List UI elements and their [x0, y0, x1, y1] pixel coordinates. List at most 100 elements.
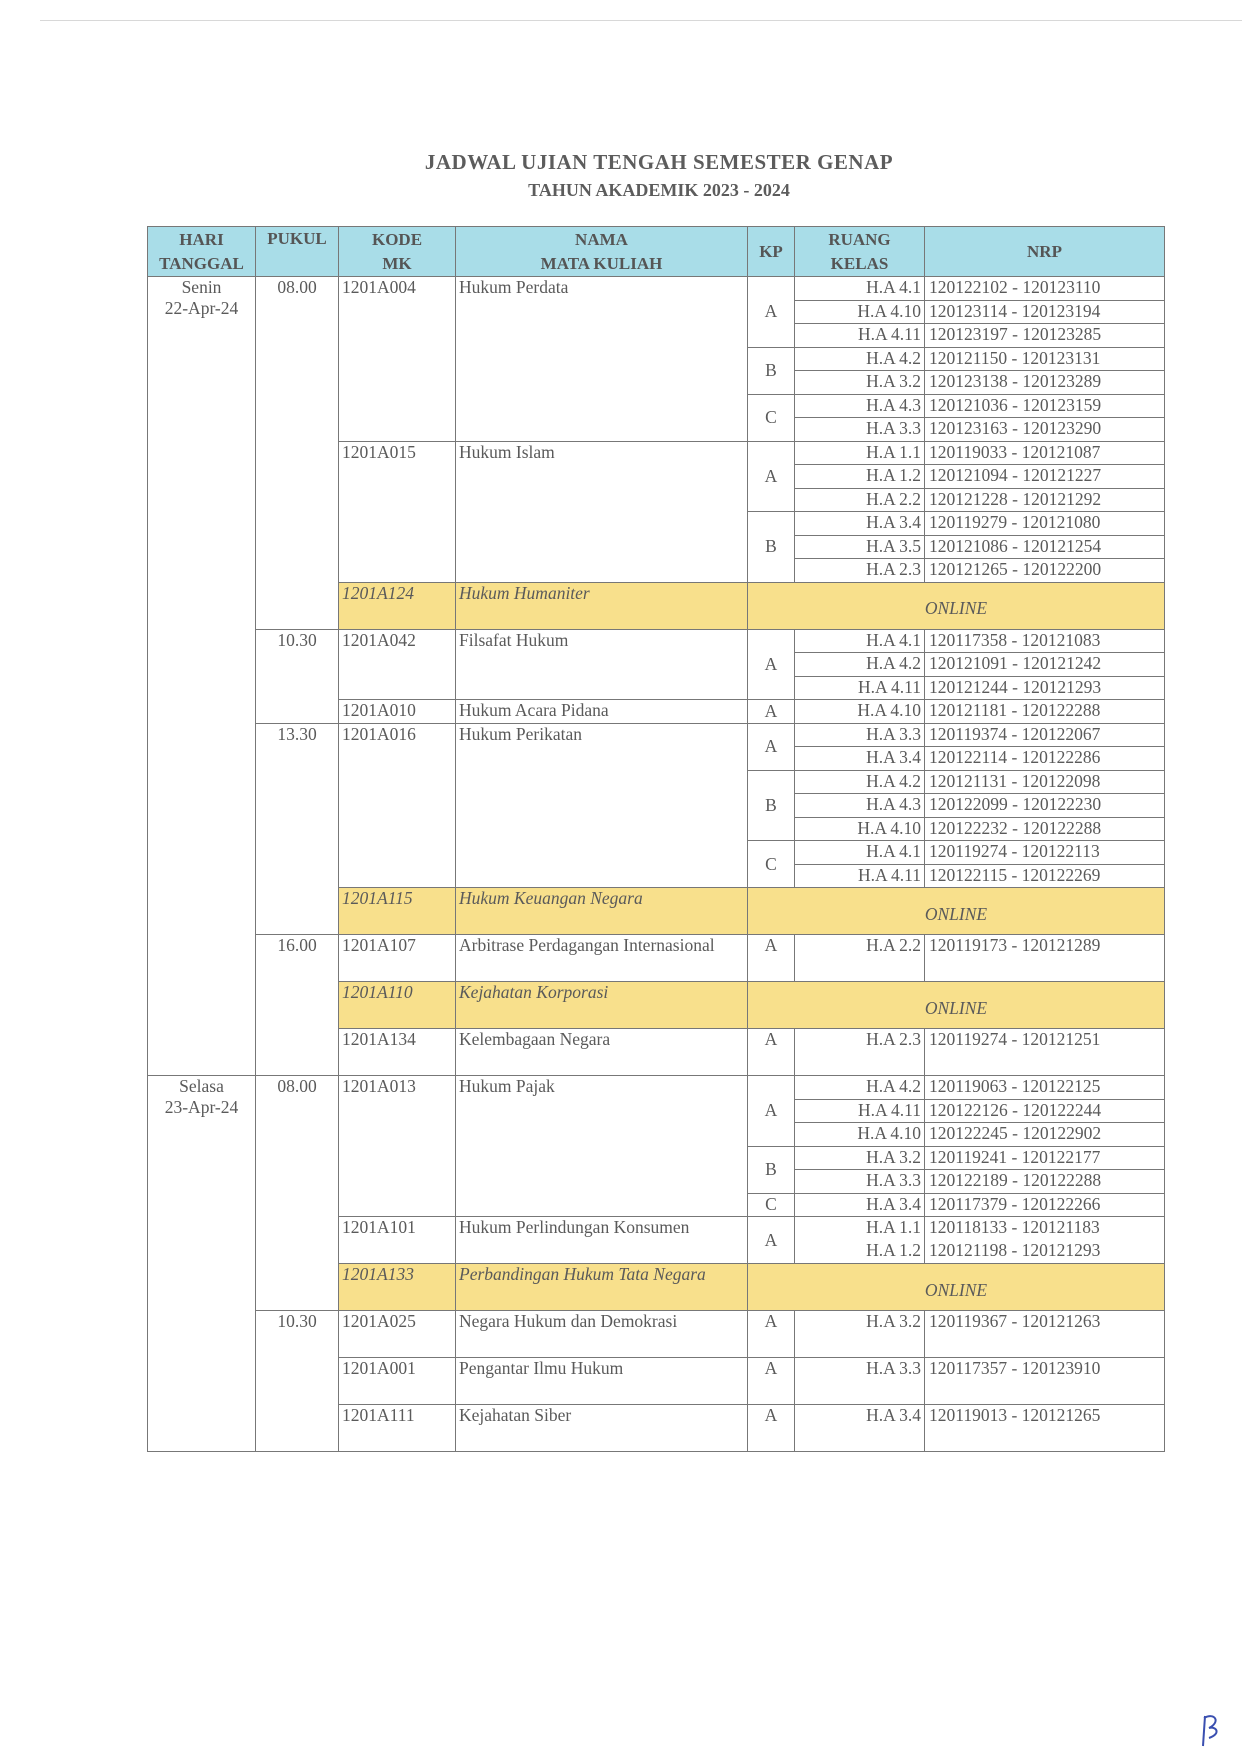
kp-cell: A — [747, 1028, 795, 1076]
nrp-range-cell: 120121131 - 120122098 — [924, 769, 1165, 794]
nrp-range-cell: 120119367 - 120121263 — [924, 1310, 1165, 1358]
pukul-cell: 10.30 — [255, 628, 339, 724]
nama-mata-kuliah-cell: Hukum Pajak — [455, 1075, 748, 1217]
ruang-kelas-cell: H.A 4.1 — [794, 840, 925, 865]
ruang-kelas-cell: H.A 4.11 — [794, 1098, 925, 1123]
header-kode: KODE — [371, 229, 423, 249]
table-row: B H.A 3.2 120119241 - 120122177 — [148, 1145, 1165, 1194]
kp-cell: C — [747, 1192, 795, 1217]
table-row: 10.30 1201A025 Negara Hukum dan Demokrasi A… — [148, 1310, 1165, 1452]
nama-mata-kuliah-cell: Arbitrase Perdagangan Internasional — [455, 934, 748, 982]
online-course-row: 1201A110 Kejahatan Korporasi ONLINE — [148, 981, 1165, 1029]
nrp-range-cell: 120119013 - 120121265 — [924, 1404, 1165, 1452]
table-row: H.A 4.3 120122099 - 120122230 — [148, 793, 1165, 818]
header-tanggal: TANGGAL — [159, 253, 244, 273]
pukul-cell: 08.00 — [255, 1075, 339, 1311]
kp-cell: A — [747, 1404, 795, 1452]
kode-mk-cell: 1201A013 — [338, 1075, 456, 1217]
table-row: Senin 22-Apr-24 08.00 1201A004 Hukum Perdata… — [147, 276, 1165, 1076]
online-course-row: 1201A115 Hukum Keuangan Negara ONLINE — [148, 887, 1165, 935]
nrp-range-cell: 120123197 - 120123285 — [924, 323, 1165, 348]
ruang-kelas-cell: H.A 4.10 — [794, 299, 925, 324]
kode-mk-cell: 1201A134 — [338, 1028, 456, 1076]
kp-cell: A — [747, 699, 795, 724]
handwritten-initial-mark — [1202, 1715, 1218, 1747]
header-hari: HARI — [179, 229, 224, 249]
ruang-kelas-cell: H.A 2.3 — [794, 1028, 925, 1076]
table-row: H.A 4.10 120122245 - 120122902 — [148, 1122, 1165, 1147]
nrp-range-cell: 120122232 - 120122288 — [924, 816, 1165, 841]
nrp-range-cell: 120122245 - 120122902 — [924, 1122, 1165, 1147]
nrp-range-cell: 120118133 - 120121183 — [924, 1216, 1165, 1240]
table-row: H.A 2.2 120121228 - 120121292 — [148, 487, 1165, 512]
nama-mata-kuliah-cell: Kelembagaan Negara — [455, 1028, 748, 1076]
kp-cell: B — [747, 346, 795, 395]
kode-mk-cell: 1201A124 — [338, 581, 456, 630]
table-row: 1201A101 Hukum Perlindungan Konsumen A H.A … — [148, 1216, 1165, 1264]
table-row: H.A 4.11 120122115 - 120122269 — [148, 863, 1165, 888]
table-row: H.A 4.2 120121091 - 120121242 — [148, 652, 1165, 677]
table-row: H.A 4.11 120121244 - 120121293 — [148, 675, 1165, 700]
nrp-range-cell: 120119033 - 120121087 — [924, 440, 1165, 465]
nama-mata-kuliah-cell: Hukum Perlindungan Konsumen — [455, 1216, 748, 1264]
kode-mk-cell: 1201A110 — [338, 981, 456, 1029]
header-ruang: RUANG — [828, 229, 891, 249]
ruang-kelas-cell: H.A 4.11 — [794, 675, 925, 700]
nama-mata-kuliah-cell: Pengantar Ilmu Hukum — [455, 1357, 748, 1405]
nrp-range-cell: 120122099 - 120122230 — [924, 793, 1165, 818]
ruang-kelas-cell: H.A 3.4 — [794, 1192, 925, 1217]
nama-mata-kuliah-cell: Kejahatan Korporasi — [455, 981, 748, 1029]
kode-mk-cell: 1201A115 — [338, 887, 456, 935]
header-kp: KP — [747, 226, 795, 277]
kp-cell: A — [747, 1075, 795, 1147]
table-row: H.A 4.11 120123197 - 120123285 — [148, 323, 1165, 348]
nrp-range-cell: 120123163 - 120123290 — [924, 417, 1165, 442]
ruang-kelas-cell: H.A 4.10 — [794, 1122, 925, 1147]
table-row: Selasa 23-Apr-24 08.00 1201A013 Hukum Pajak A… — [147, 1075, 1165, 1452]
nama-mata-kuliah-cell: Hukum Humaniter — [455, 581, 748, 630]
nama-mata-kuliah-cell: Hukum Perdata — [455, 276, 748, 442]
header-nama-mata-kuliah: NAMA MATA KULIAH — [455, 226, 748, 277]
header-hari-tanggal: HARI TANGGAL — [147, 226, 256, 277]
table-row: C H.A 4.3 120121036 - 120123159 — [148, 393, 1165, 442]
table-row: 1201A134 Kelembagaan Negara A H.A 2.3 120119… — [148, 1028, 1165, 1076]
hari: Senin — [181, 277, 222, 298]
nama-mata-kuliah-cell: Hukum Keuangan Negara — [455, 887, 748, 935]
nrp-range-cell: 120121094 - 120121227 — [924, 464, 1165, 489]
online-label: ONLINE — [747, 981, 1165, 1029]
nrp-range-cell: 120119063 - 120122125 — [924, 1075, 1165, 1100]
ruang-kelas-cell: H.A 4.3 — [794, 393, 925, 418]
kode-mk-cell: 1201A133 — [338, 1263, 456, 1311]
table-row: H.A 1.2 120121094 - 120121227 — [148, 464, 1165, 489]
nrp-range-cell: 120121265 - 120122200 — [924, 558, 1165, 583]
ruang-kelas-cell: H.A 3.3 — [794, 417, 925, 442]
table-row: H.A 4.11 120122126 - 120122244 — [148, 1098, 1165, 1123]
kp-cell: C — [747, 393, 795, 442]
kp-cell: A — [747, 1216, 795, 1264]
table-row: H.A 3.3 120123163 - 120123290 — [148, 417, 1165, 442]
kp-cell: B — [747, 1145, 795, 1194]
ruang-kelas-cell: H.A 3.3 — [794, 1169, 925, 1194]
table-row: H.A 4.10 120123114 - 120123194 — [148, 299, 1165, 324]
online-label: ONLINE — [747, 1263, 1165, 1311]
kp-cell: A — [747, 722, 795, 771]
hari: Selasa — [179, 1076, 224, 1097]
kp-cell: B — [747, 769, 795, 841]
header-kelas: KELAS — [830, 253, 889, 273]
nrp-range-cell: 120122115 - 120122269 — [924, 863, 1165, 888]
kp-cell: A — [747, 1357, 795, 1405]
header-nama: NAMA — [575, 229, 628, 249]
kode-mk-cell: 1201A025 — [338, 1310, 456, 1358]
exam-schedule-table: HARI TANGGAL PUKUL KODE MK NAMA MATA KULIAH… — [147, 226, 1165, 1452]
ruang-kelas-cell: H.A 4.10 — [794, 699, 925, 724]
kp-cell: A — [747, 934, 795, 982]
table-row: 1201A111 Kejahatan Siber A H.A 3.4 120119013… — [148, 1404, 1165, 1452]
nrp-range-cell: 120117379 - 120122266 — [924, 1192, 1165, 1217]
ruang-kelas-cell: H.A 3.4 — [794, 511, 925, 536]
kp-cell: A — [747, 276, 795, 348]
kp-cell: A — [747, 440, 795, 512]
header-pukul-label: PUKUL — [267, 229, 327, 248]
ruang-kelas-cell: H.A 3.4 — [794, 1404, 925, 1452]
kode-mk-cell: 1201A111 — [338, 1404, 456, 1452]
nrp-range-cell: 120121150 - 120123131 — [924, 346, 1165, 371]
